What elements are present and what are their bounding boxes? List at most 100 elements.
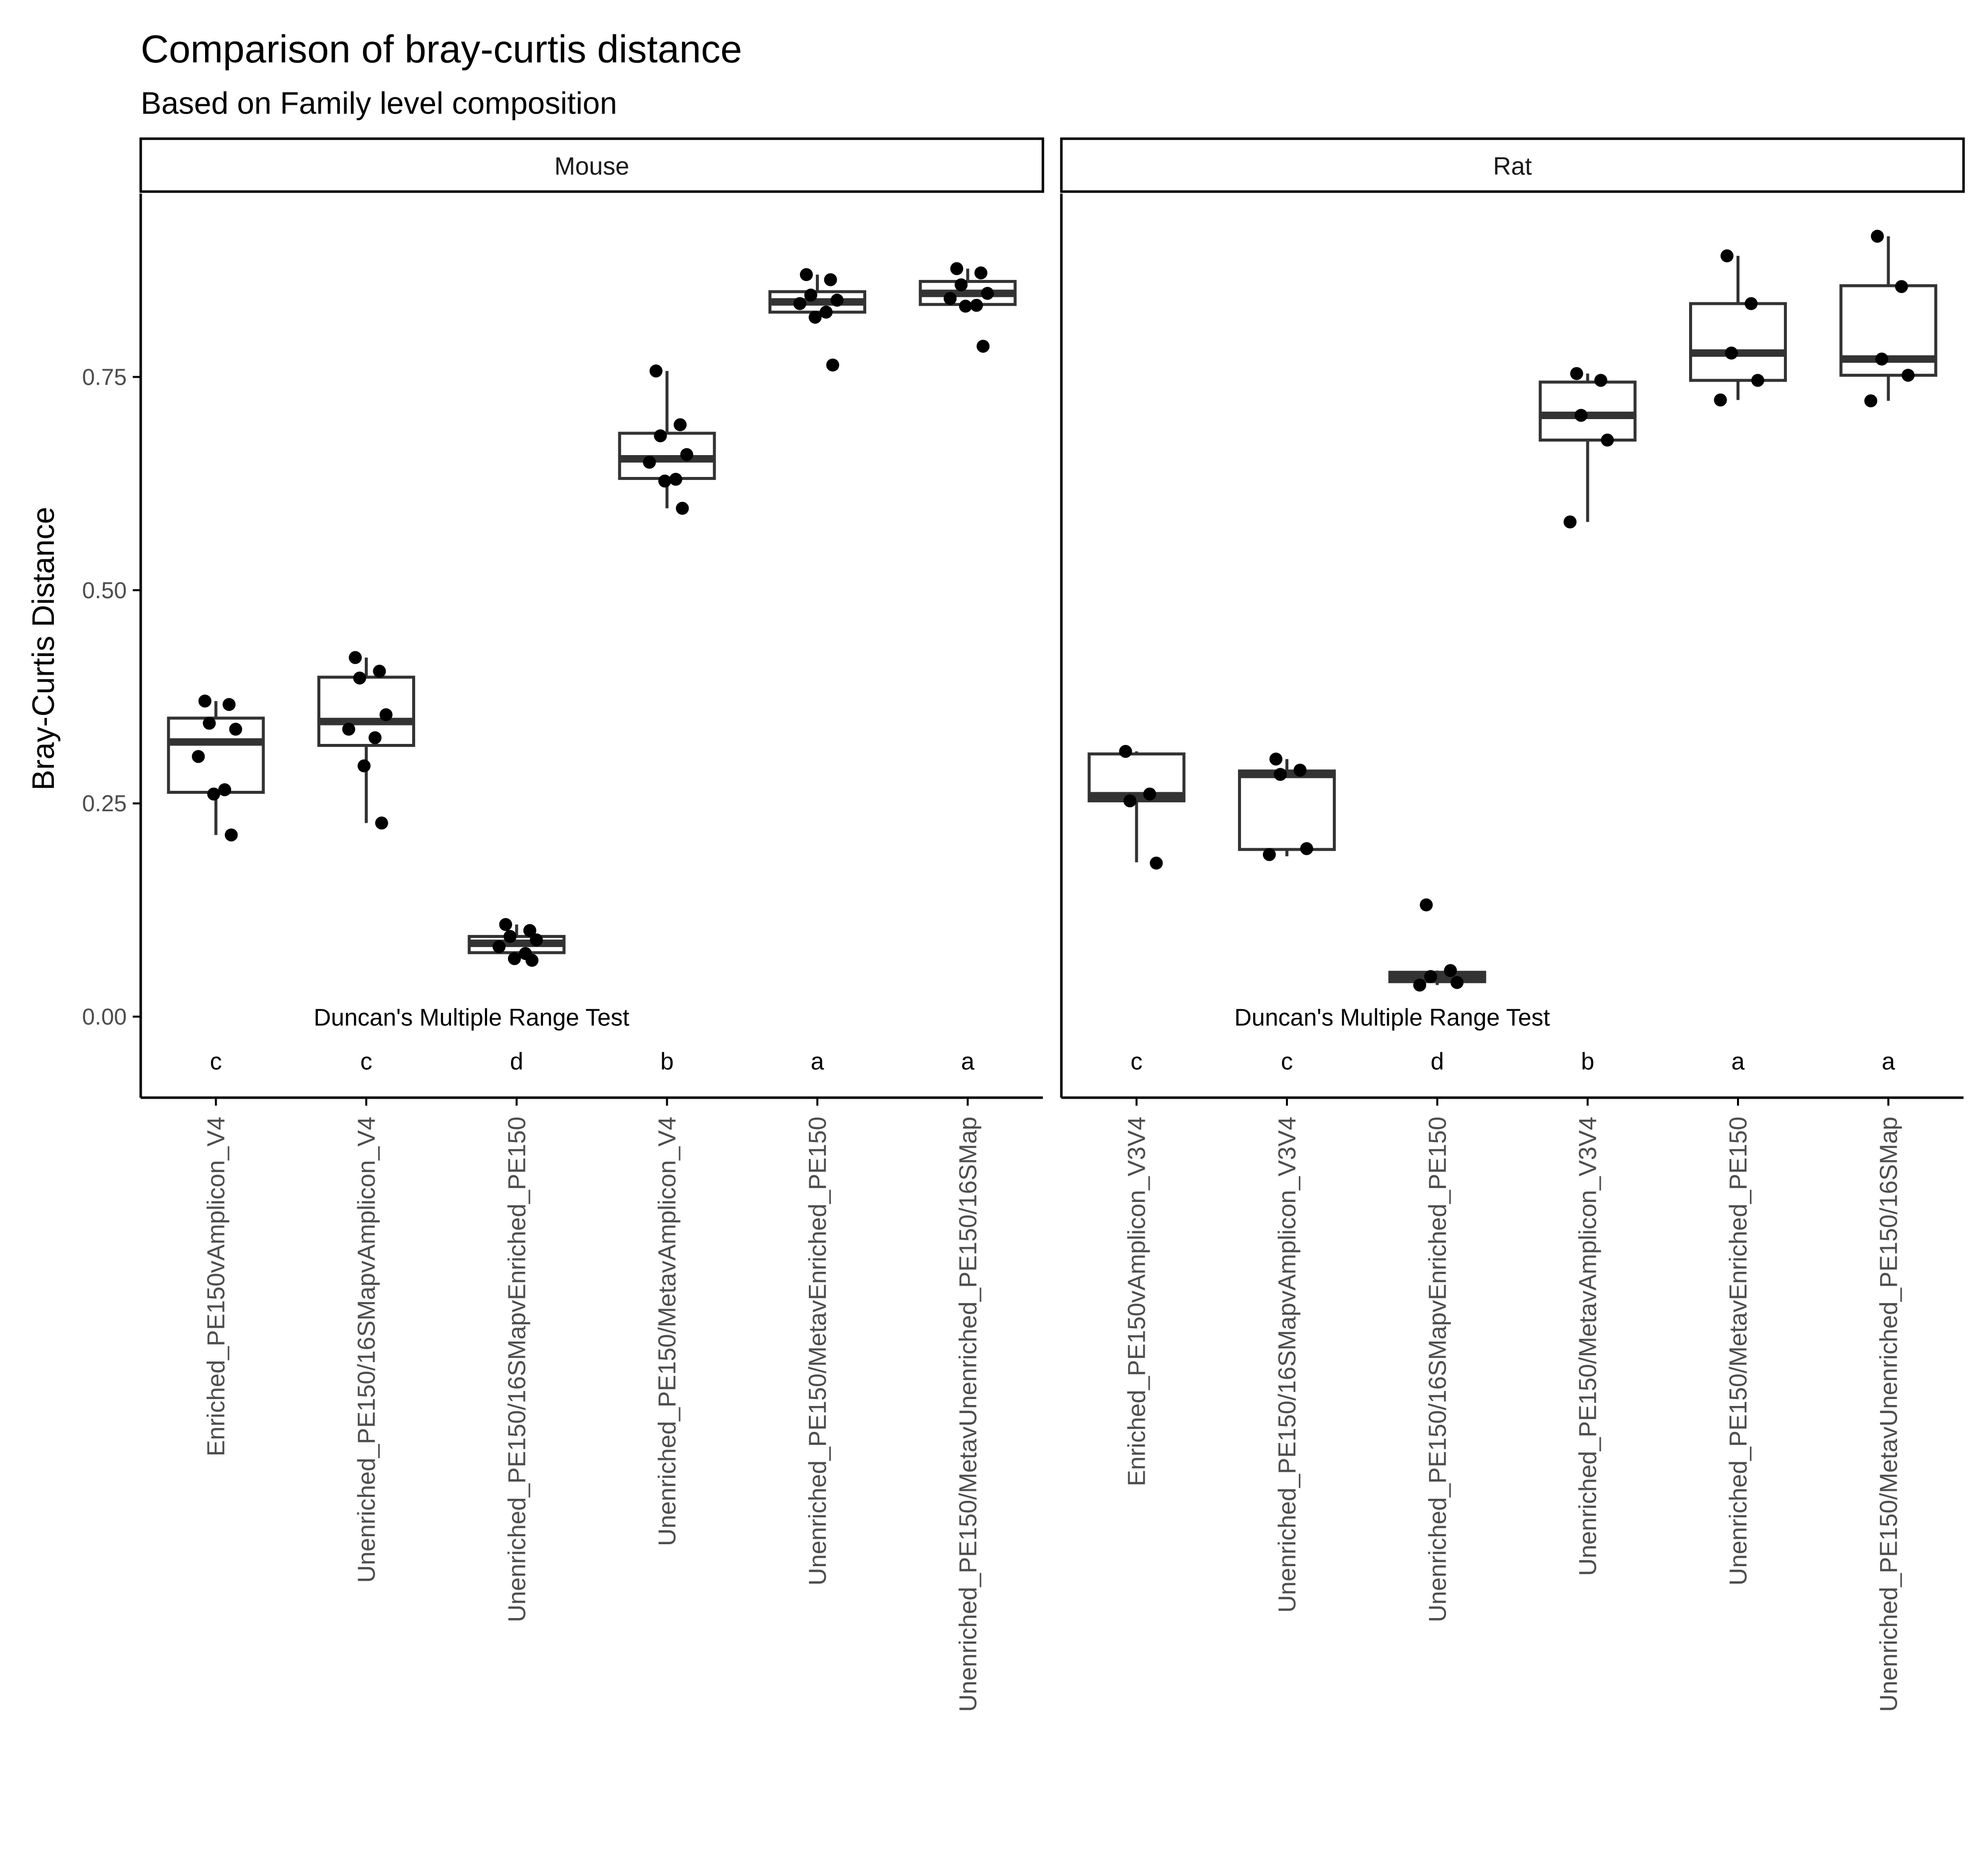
panel-rat: Rat Duncan's Multiple Range Test c Enriched… [1060,137,1965,1712]
x-tick-label: Unenriched_PE150/MetavUnenriched_PE150/1… [1875,1117,1902,1712]
data-point [203,716,216,730]
data-point [959,299,972,313]
data-point [944,292,957,305]
data-point [1864,394,1878,408]
group-letter: c [360,1048,372,1075]
data-point [207,787,221,801]
data-point [1574,409,1588,422]
data-point [793,297,806,310]
duncan-annotation: Duncan's Multiple Range Test [314,1005,630,1031]
group-letter: c [1131,1048,1143,1075]
data-point [819,305,833,319]
data-point [192,750,205,763]
y-axis-label: Bray-Curtis Distance [26,507,61,790]
data-point [525,953,539,967]
data-point [198,695,212,708]
data-point [523,924,536,937]
data-point [353,671,366,685]
x-tick-label: Unenriched_PE150/MetavAmplicon_V3V4 [1575,1117,1602,1576]
data-point [368,731,382,744]
data-point [357,759,371,773]
chart-subtitle: Based on Family level composition [141,86,617,121]
facet-strip-label: Rat [1493,152,1532,180]
box [167,716,265,794]
data-point [229,722,243,736]
data-point [1570,367,1583,380]
box [317,676,415,747]
chart-title: Comparison of bray-curtis distance [141,27,742,71]
data-point [808,310,822,324]
data-point [342,722,355,736]
data-point [503,930,517,943]
data-point [1420,898,1433,912]
box [1538,380,1637,442]
data-point [1119,744,1132,758]
group-letter: b [660,1048,674,1075]
data-point [804,288,817,302]
data-point [1601,434,1614,447]
data-point [970,298,983,312]
x-tick-label: Unenriched_PE150/MetavEnriched_PE150 [804,1117,831,1586]
data-point [824,273,837,286]
data-point [1594,374,1608,387]
group-letter: c [1281,1048,1293,1075]
data-point [1300,842,1313,855]
x-tick-label: Unenriched_PE150/16SMapvAmplicon_V4 [353,1117,380,1583]
data-point [349,651,362,664]
data-point [1751,374,1764,387]
y-tick-label: 0.00 [82,1004,127,1030]
data-point [1143,787,1157,801]
data-point [1123,794,1137,808]
facet-strip-label: Mouse [554,152,629,180]
x-tick-label: Enriched_PE150vAmplicon_V4 [203,1117,230,1456]
data-point [654,429,667,443]
group-letter: a [1732,1048,1745,1075]
data-point [974,266,988,279]
data-point [1269,752,1282,766]
y-tick-label: 0.75 [82,364,127,390]
data-point [507,952,521,965]
group-letter: b [1581,1048,1594,1075]
panel-mouse: Mouse Duncan's Multiple Range Test c Enrich… [139,137,1044,1712]
data-point [1444,964,1457,977]
data-point [1262,848,1276,861]
data-point [1721,249,1734,262]
group-letter: d [1431,1048,1444,1075]
data-point [800,268,813,281]
facet-strip [1060,137,1965,193]
group-letter: a [1882,1048,1895,1075]
data-point [1871,230,1884,243]
group-letter: a [811,1048,824,1075]
x-tick-label: Unenriched_PE150/16SMapvEnriched_PE150 [503,1117,530,1622]
data-point [1424,970,1438,983]
data-point [674,418,687,432]
y-tick-label: 0.25 [82,790,127,816]
data-point [658,474,672,488]
data-point [676,501,689,515]
data-point [649,364,663,378]
facet-strip [139,137,1044,193]
data-point [375,816,388,830]
data-point [529,933,543,946]
x-tick-label: Unenriched_PE150/16SMapvAmplicon_V3V4 [1274,1117,1301,1613]
data-point [223,698,236,711]
data-point [981,287,994,300]
data-point [1413,978,1427,992]
x-tick-label: Enriched_PE150vAmplicon_V3V4 [1124,1117,1151,1486]
data-point [373,665,386,678]
x-tick-label: Unenriched_PE150/MetavUnenriched_PE150/1… [955,1117,982,1712]
data-point [1293,763,1307,777]
group-letter: a [961,1048,975,1075]
duncan-annotation: Duncan's Multiple Range Test [1235,1005,1550,1031]
data-point [218,783,232,796]
data-point [680,448,694,462]
data-point [977,339,990,353]
data-point [955,278,968,291]
data-point [826,358,839,372]
x-tick-label: Unenriched_PE150/MetavEnriched_PE150 [1725,1117,1752,1586]
data-point [669,472,683,486]
data-point [493,940,506,953]
data-point [1563,515,1577,529]
data-point [830,293,844,307]
